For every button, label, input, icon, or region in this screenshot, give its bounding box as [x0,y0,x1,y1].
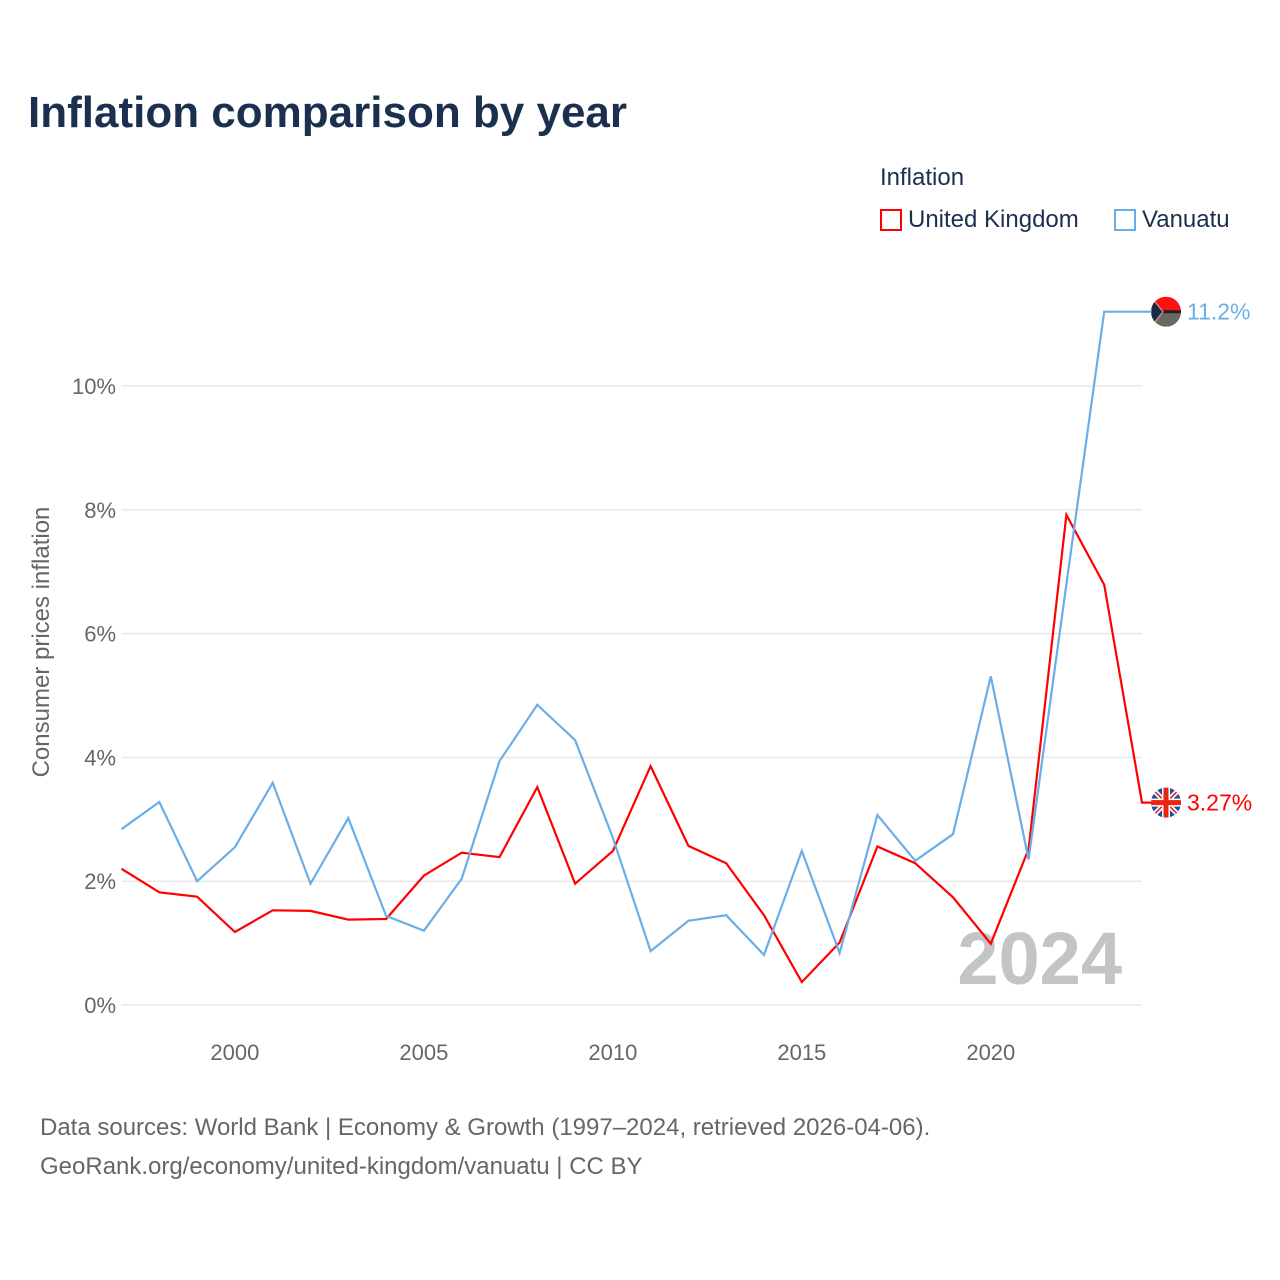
data-point [572,737,578,743]
data-point [799,848,805,854]
data-point [988,673,994,679]
chart-title: Inflation comparison by year [28,88,628,137]
data-point [307,881,313,887]
legend-swatch-vanuatu [1114,209,1136,231]
data-point [194,894,200,900]
data-point [1063,512,1069,518]
data-point [307,908,313,914]
data-point [685,918,691,924]
data-point [912,858,918,864]
data-point [232,929,238,935]
data-point [194,878,200,884]
data-point [950,831,956,837]
legend-label: Vanuatu [1142,206,1230,233]
data-point [874,844,880,850]
y-tick-label: 8% [84,498,116,523]
data-point [799,979,805,985]
y-tick-label: 6% [84,622,116,647]
uk-flag-icon [1151,787,1181,818]
data-point [988,941,994,947]
source-link[interactable]: GeoRank.org/economy/united-kingdom/vanua… [40,1153,643,1180]
series-line-vanuatu [120,310,1152,957]
legend-item-united-kingdom[interactable]: United Kingdom [880,206,1079,234]
data-point [648,948,654,954]
data-point [1139,800,1145,806]
vanuatu-flag-icon [1151,296,1181,327]
data-point [534,702,540,708]
x-tick-label: 2010 [588,1040,637,1065]
legend-label: United Kingdom [908,206,1079,233]
y-tick-label: 0% [84,993,116,1018]
data-point [421,928,427,934]
data-point [610,848,616,854]
legend-item-vanuatu[interactable]: Vanuatu [1114,206,1230,234]
x-tick-label: 2020 [966,1040,1015,1065]
data-point [1063,581,1069,587]
data-point [572,881,578,887]
data-point [874,812,880,818]
data-point [459,876,465,882]
data-point [1026,857,1032,863]
data-point [232,844,238,850]
series-line-united-kingdom [120,511,1152,984]
data-point [648,763,654,769]
legend-title: Inflation [880,164,965,191]
x-tick-label: 2005 [399,1040,448,1065]
x-tick-label: 2015 [777,1040,826,1065]
data-point [837,950,843,956]
data-point [345,815,351,821]
end-value-label: 3.27% [1187,790,1252,816]
data-point [496,758,502,764]
y-tick-label: 4% [84,745,116,770]
data-point [156,889,162,895]
y-tick-label: 10% [72,374,116,399]
data-point [950,894,956,900]
data-point [1101,582,1107,588]
data-point [156,799,162,805]
data-point [383,913,389,919]
data-point [1101,309,1107,315]
data-point [421,873,427,879]
data-point [270,780,276,786]
data-point [723,912,729,918]
footer: Data sources: World Bank | Economy & Gro… [40,1108,930,1186]
data-point [761,912,767,918]
data-point [496,854,502,860]
year-watermark: 2024 [957,917,1122,1000]
source-text: Data sources: World Bank | Economy & Gro… [40,1114,931,1141]
data-point [685,843,691,849]
data-point [119,866,125,872]
data-point [723,860,729,866]
data-point [345,917,351,923]
data-point [610,835,616,841]
x-tick-label: 2000 [210,1040,259,1065]
legend-swatch-uk [880,209,902,231]
end-value-label: 11.2% [1187,299,1251,325]
data-point [119,826,125,832]
data-point [270,907,276,913]
data-point [459,850,465,856]
y-tick-label: 2% [84,869,116,894]
data-point [761,952,767,958]
data-point [534,784,540,790]
